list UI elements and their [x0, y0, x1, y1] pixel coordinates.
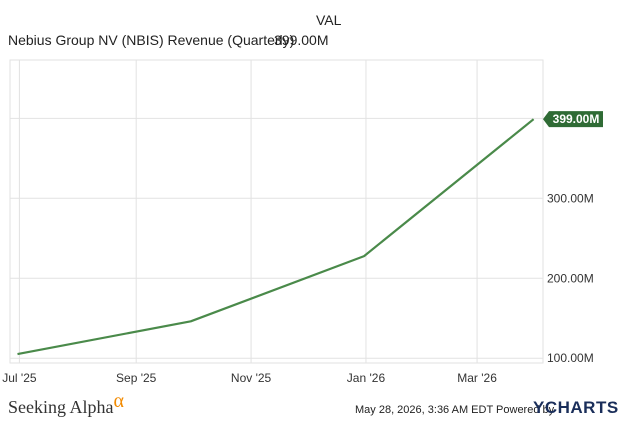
- ycharts-text: YCHARTS: [533, 398, 619, 417]
- series-line: [17, 118, 535, 356]
- chart-series: [17, 118, 535, 356]
- chart-grid: [9, 59, 544, 364]
- y-tick-label: 200.00M: [547, 271, 594, 285]
- x-axis-ticks: Jul '25 Sep '25 Nov '25 Jan '26 Mar '26: [2, 371, 497, 385]
- badge-label: 399.00M: [553, 112, 600, 126]
- y-axis-ticks: 100.00M 200.00M 300.00M: [547, 191, 594, 365]
- alpha-icon: α: [113, 390, 124, 412]
- badge-shape: [543, 111, 603, 128]
- x-tick-label: Nov '25: [231, 371, 272, 385]
- brand-text: Seeking Alpha: [8, 397, 114, 417]
- x-tick-label: Jan '26: [347, 371, 386, 385]
- seeking-alpha-logo: Seeking Alphaα: [8, 390, 124, 419]
- legend-header: VAL: [316, 12, 342, 28]
- x-tick-label: Sep '25: [116, 371, 157, 385]
- last-value-badge: 399.00M: [543, 111, 603, 128]
- plot-border: [9, 59, 544, 364]
- legend-series-value: 399.00M: [274, 32, 329, 48]
- legend-series-name: Nebius Group NV (NBIS) Revenue (Quarterl…: [8, 32, 295, 48]
- x-tick-label: Mar '26: [457, 371, 497, 385]
- y-tick-label: 300.00M: [547, 191, 594, 205]
- footer-timestamp: May 28, 2026, 3:36 AM EDT Powered by: [355, 404, 555, 416]
- x-tick-label: Jul '25: [2, 371, 37, 385]
- y-tick-label: 100.00M: [547, 351, 594, 365]
- ycharts-logo: YCHARTS: [533, 398, 619, 418]
